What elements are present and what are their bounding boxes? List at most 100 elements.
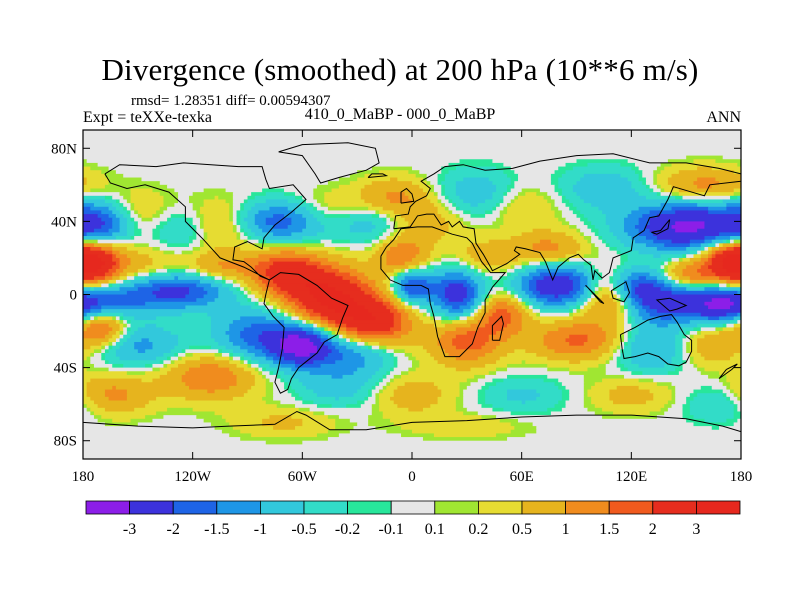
field-cell <box>419 250 431 255</box>
field-cell <box>572 309 578 314</box>
field-cell <box>602 294 610 299</box>
field-cell <box>634 162 662 168</box>
field-cell <box>616 312 625 318</box>
field-cell <box>496 331 519 336</box>
field-cell <box>463 411 479 416</box>
field-cell <box>93 363 113 369</box>
field-cell <box>616 250 621 255</box>
field-cell <box>305 320 311 325</box>
field-cell <box>466 268 475 274</box>
field-cell <box>404 192 428 197</box>
field-cell <box>379 210 395 215</box>
field-cell <box>638 309 647 314</box>
field-cell <box>583 312 618 318</box>
field-cell <box>704 334 741 339</box>
field-cell <box>83 396 91 402</box>
field-cell <box>452 342 486 347</box>
field-cell <box>587 298 592 303</box>
field-cell <box>660 184 673 190</box>
field-cell <box>485 298 490 303</box>
field-cell <box>700 385 713 391</box>
field-cell <box>104 199 117 204</box>
field-cell <box>119 221 128 226</box>
field-cell <box>587 283 592 288</box>
field-cell <box>653 239 673 244</box>
field-cell <box>258 225 274 230</box>
field-cell <box>470 214 486 219</box>
field-cell <box>609 345 618 350</box>
field-cell <box>320 210 325 215</box>
field-cell <box>660 192 673 197</box>
field-cell <box>83 199 106 204</box>
field-cell <box>360 345 369 350</box>
field-cell <box>419 309 428 314</box>
field-cell <box>236 378 256 383</box>
field-cell <box>302 382 366 387</box>
field-cell <box>167 371 186 376</box>
field-cell <box>152 261 197 266</box>
field-cell <box>371 294 380 299</box>
field-cell <box>247 239 260 244</box>
field-cell <box>156 210 165 215</box>
field-cell <box>192 407 300 413</box>
field-cell <box>101 283 110 288</box>
field-cell <box>254 195 296 201</box>
field-cell <box>86 404 99 409</box>
field-cell <box>404 309 413 314</box>
field-cell <box>496 309 508 314</box>
x-tick-label: 180 <box>72 469 95 485</box>
field-cell <box>331 404 347 409</box>
field-cell <box>627 309 632 314</box>
field-cell <box>558 378 585 383</box>
field-cell <box>722 199 741 204</box>
field-cell <box>624 217 640 222</box>
field-cell <box>583 265 592 270</box>
field-cell <box>733 400 741 405</box>
field-cell <box>437 206 446 212</box>
field-cell <box>364 184 420 190</box>
field-cell <box>561 210 574 215</box>
field-cell <box>689 356 695 361</box>
field-cell <box>642 371 669 376</box>
field-cell <box>397 283 402 288</box>
field-cell <box>554 349 592 354</box>
field-cell <box>565 338 589 343</box>
field-cell <box>196 298 216 303</box>
field-cell <box>715 236 731 241</box>
field-cell <box>697 166 713 171</box>
field-cell <box>693 181 720 186</box>
field-cell <box>433 246 468 252</box>
field-cell <box>594 294 603 299</box>
field-cell <box>375 279 384 285</box>
field-cell <box>342 374 373 380</box>
field-cell <box>543 378 559 383</box>
field-cell <box>583 301 589 307</box>
field-cell <box>616 356 621 361</box>
field-cell <box>412 257 428 263</box>
field-cell <box>364 360 384 365</box>
field-cell <box>591 283 596 288</box>
field-cell <box>631 265 651 270</box>
field-cell <box>353 338 362 343</box>
field-cell <box>627 294 632 299</box>
field-cell <box>309 323 314 328</box>
field-cell <box>620 250 640 255</box>
field-cell <box>459 385 468 391</box>
field-cell <box>265 385 274 391</box>
field-cell <box>616 360 621 365</box>
field-cell <box>624 316 629 321</box>
field-cell <box>258 210 296 215</box>
field-cell <box>123 203 132 208</box>
field-cell <box>550 206 559 212</box>
field-cell <box>313 309 336 314</box>
field-cell <box>232 356 241 361</box>
field-cell <box>492 221 504 226</box>
field-cell <box>730 276 741 281</box>
field-cell <box>123 327 128 332</box>
field-cell <box>649 210 676 215</box>
field-cell <box>452 210 464 215</box>
field-cell <box>130 261 154 266</box>
field-cell <box>258 363 271 369</box>
field-cell <box>561 195 567 201</box>
field-cell <box>134 228 143 233</box>
